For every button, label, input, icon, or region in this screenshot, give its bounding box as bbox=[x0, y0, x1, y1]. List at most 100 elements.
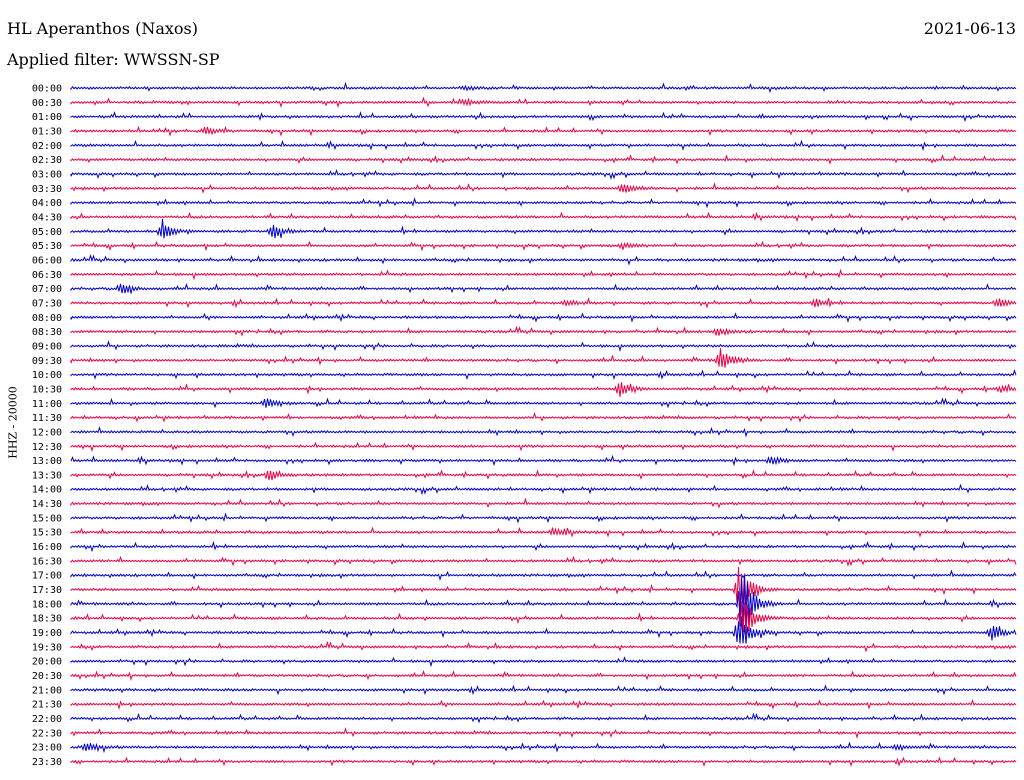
row-time-label: 03:30 bbox=[32, 184, 62, 195]
trace-row-0830 bbox=[70, 325, 1017, 337]
trace-row-1900 bbox=[70, 616, 1017, 644]
row-time-label: 12:30 bbox=[32, 442, 62, 453]
row-time-label: 08:30 bbox=[32, 327, 62, 338]
row-time-label: 07:00 bbox=[32, 284, 62, 295]
trace-row-1130 bbox=[70, 411, 1017, 423]
trace-row-2200 bbox=[70, 712, 1017, 724]
row-time-label: 17:30 bbox=[32, 585, 62, 596]
trace-row-0100 bbox=[70, 111, 1017, 123]
row-time-label: 11:30 bbox=[32, 413, 62, 424]
row-time-label: 08:00 bbox=[32, 313, 62, 324]
row-time-label: 23:00 bbox=[32, 743, 62, 754]
row-time-label: 16:30 bbox=[32, 556, 62, 567]
trace-row-0600 bbox=[70, 254, 1017, 266]
trace-row-1100 bbox=[70, 397, 1017, 409]
row-time-label: 05:30 bbox=[32, 241, 62, 252]
trace-row-1600 bbox=[70, 540, 1017, 553]
row-time-label: 06:30 bbox=[32, 270, 62, 281]
trace-row-0900 bbox=[70, 340, 1017, 352]
row-time-label: 21:30 bbox=[32, 700, 62, 711]
trace-row-2130 bbox=[70, 699, 1017, 711]
row-time-label: 02:00 bbox=[32, 141, 62, 152]
row-time-label: 18:00 bbox=[32, 599, 62, 610]
trace-row-1000 bbox=[70, 369, 1017, 381]
row-time-label: 00:30 bbox=[32, 98, 62, 109]
trace-row-0230 bbox=[70, 153, 1017, 165]
row-time-label: 06:00 bbox=[32, 255, 62, 266]
trace-row-0700 bbox=[70, 282, 1017, 294]
row-time-label: 14:00 bbox=[32, 485, 62, 496]
trace-row-1430 bbox=[70, 497, 1017, 509]
trace-row-0930 bbox=[70, 348, 1017, 368]
row-time-label: 12:00 bbox=[32, 427, 62, 438]
row-time-label: 01:30 bbox=[32, 126, 62, 137]
filter-label: Applied filter: WWSSN-SP bbox=[7, 50, 220, 69]
row-time-label: 20:30 bbox=[32, 671, 62, 682]
row-time-label: 01:00 bbox=[32, 112, 62, 123]
trace-row-1500 bbox=[70, 512, 1017, 524]
trace-row-0730 bbox=[70, 297, 1017, 309]
row-time-label: 00:00 bbox=[32, 84, 62, 95]
trace-row-1330 bbox=[70, 469, 1017, 481]
trace-row-1730 bbox=[70, 567, 1017, 608]
trace-row-1300 bbox=[70, 454, 1017, 467]
row-time-label: 04:00 bbox=[32, 198, 62, 209]
row-time-label: 17:00 bbox=[32, 571, 62, 582]
trace-row-1200 bbox=[70, 425, 1017, 438]
trace-row-0200 bbox=[70, 139, 1017, 152]
trace-row-0030 bbox=[70, 96, 1017, 109]
row-time-label: 03:00 bbox=[32, 169, 62, 180]
trace-row-1830 bbox=[70, 601, 1017, 635]
row-time-label: 22:30 bbox=[32, 728, 62, 739]
row-time-label: 15:00 bbox=[32, 513, 62, 524]
row-time-label: 16:00 bbox=[32, 542, 62, 553]
station-title: HL Aperanthos (Naxos) bbox=[7, 19, 198, 38]
trace-row-1530 bbox=[70, 526, 1017, 538]
row-time-label: 19:30 bbox=[32, 642, 62, 653]
row-time-label: 22:00 bbox=[32, 714, 62, 725]
trace-row-1800 bbox=[70, 575, 1017, 631]
trace-row-0000 bbox=[70, 81, 1017, 94]
row-time-label: 15:30 bbox=[32, 528, 62, 539]
date-label: 2021-06-13 bbox=[923, 19, 1016, 38]
trace-row-1230 bbox=[70, 441, 1017, 452]
row-time-label: 11:00 bbox=[32, 399, 62, 410]
row-time-label: 10:30 bbox=[32, 384, 62, 395]
trace-row-2330 bbox=[70, 756, 1017, 767]
trace-row-1630 bbox=[70, 555, 1017, 567]
trace-row-2230 bbox=[70, 727, 1017, 739]
trace-row-2300 bbox=[70, 741, 1017, 754]
trace-row-1030 bbox=[70, 382, 1017, 397]
row-time-label: 13:30 bbox=[32, 470, 62, 481]
row-time-label: 04:30 bbox=[32, 212, 62, 223]
trace-row-2000 bbox=[70, 656, 1017, 668]
row-time-label: 05:00 bbox=[32, 227, 62, 238]
trace-row-0800 bbox=[70, 312, 1017, 323]
trace-row-1930 bbox=[70, 640, 1017, 653]
trace-row-2030 bbox=[70, 669, 1017, 682]
trace-row-2100 bbox=[70, 684, 1017, 696]
trace-row-0130 bbox=[70, 125, 1017, 137]
row-time-label: 09:30 bbox=[32, 356, 62, 367]
row-time-label: 02:30 bbox=[32, 155, 62, 166]
row-time-label: 23:30 bbox=[32, 757, 62, 768]
row-time-label: 14:30 bbox=[32, 499, 62, 510]
row-time-label: 21:00 bbox=[32, 685, 62, 696]
trace-row-0400 bbox=[70, 197, 1017, 209]
trace-row-1400 bbox=[70, 483, 1017, 496]
trace-row-0330 bbox=[70, 182, 1017, 194]
row-time-label: 10:00 bbox=[32, 370, 62, 381]
trace-row-0430 bbox=[70, 211, 1017, 223]
row-time-label: 18:30 bbox=[32, 614, 62, 625]
trace-row-0300 bbox=[70, 168, 1017, 181]
row-time-label: 07:30 bbox=[32, 298, 62, 309]
row-time-label: 20:00 bbox=[32, 657, 62, 668]
trace-row-0530 bbox=[70, 240, 1017, 252]
row-time-label: 13:00 bbox=[32, 456, 62, 467]
trace-row-1700 bbox=[70, 569, 1017, 581]
row-time-label: 19:00 bbox=[32, 628, 62, 639]
trace-row-0500 bbox=[70, 218, 1017, 239]
row-time-label: 09:00 bbox=[32, 341, 62, 352]
trace-row-0630 bbox=[70, 268, 1017, 281]
